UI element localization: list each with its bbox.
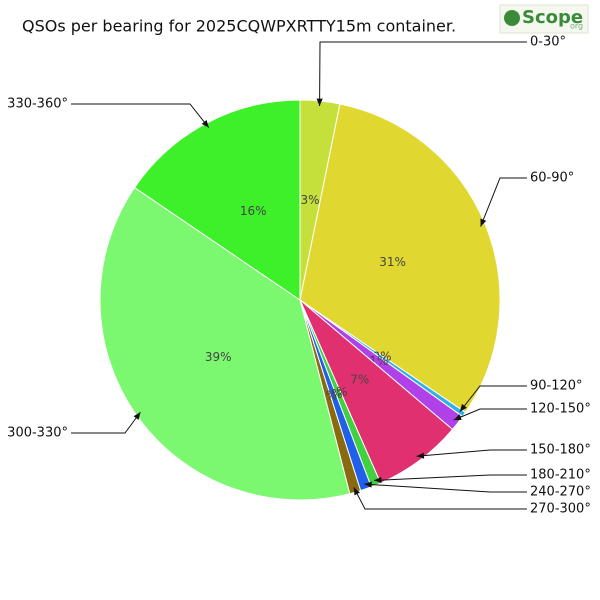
callout-line — [453, 408, 527, 421]
callout-arrow — [364, 481, 372, 488]
callout-line — [364, 483, 527, 493]
callout-line — [319, 41, 527, 106]
logo: Scope org — [499, 4, 589, 34]
callout-line — [480, 177, 527, 227]
category-label: 180-210° — [530, 468, 591, 483]
callout-line — [71, 411, 141, 434]
callout-arrow — [374, 476, 382, 484]
logo-suffix: org — [570, 22, 583, 31]
callout-arrow — [133, 412, 141, 420]
slice-label: 3% — [301, 193, 320, 207]
callout-line — [374, 474, 527, 481]
category-label: 270-300° — [530, 502, 591, 517]
callout-arrow — [416, 452, 425, 459]
chart-title: QSOs per bearing for 2025CQWPXRTTY15m co… — [22, 17, 456, 36]
callout-line — [416, 449, 527, 457]
slice-label: 16% — [240, 204, 267, 218]
category-label: 150-180° — [530, 443, 591, 458]
callout-line — [459, 385, 527, 412]
slice-label: 39% — [205, 350, 232, 364]
category-label: 90-120° — [530, 379, 583, 394]
callout-arrow — [453, 414, 462, 421]
callout-arrow — [353, 487, 360, 496]
category-label: 120-150° — [530, 402, 591, 417]
callout-line — [353, 487, 527, 510]
category-label: 300-330° — [7, 426, 68, 441]
category-label: 0-30° — [530, 35, 566, 50]
callout-arrow — [316, 98, 323, 106]
category-label: 330-360° — [7, 97, 68, 112]
callout-arrow — [459, 403, 467, 412]
callout-line — [71, 103, 210, 128]
logo-text: Scope — [522, 7, 583, 28]
callout-arrow — [201, 119, 209, 128]
callout-arrow — [480, 218, 487, 227]
logo-icon — [504, 10, 520, 26]
pie-slice — [299, 103, 501, 414]
category-label: 240-270° — [530, 485, 591, 500]
slice-label: 31% — [379, 255, 406, 269]
slice-label: 7% — [350, 373, 369, 387]
category-label: 60-90° — [530, 171, 574, 186]
